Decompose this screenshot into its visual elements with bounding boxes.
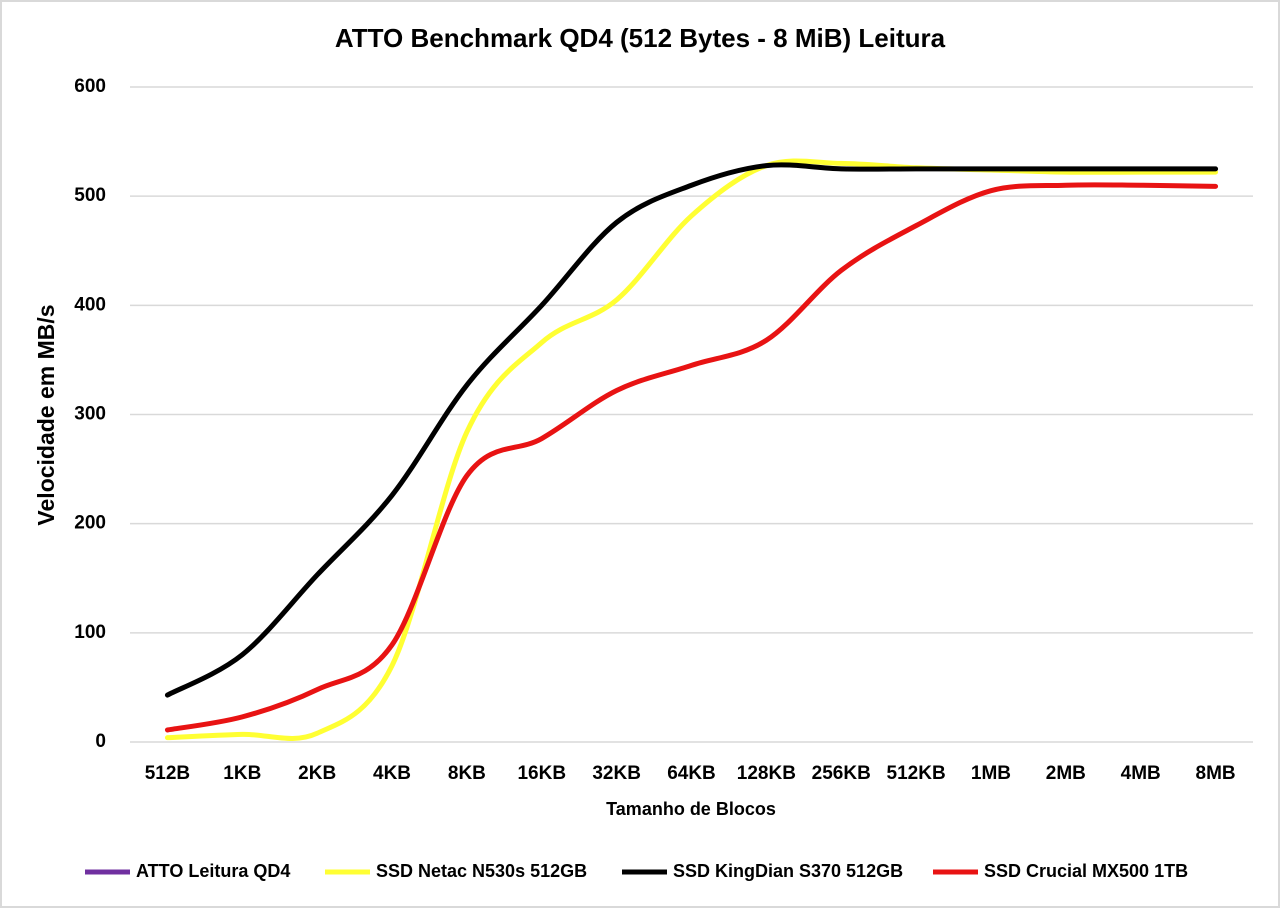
x-tick-label: 256KB (812, 763, 871, 784)
y-tick-label: 600 (74, 76, 106, 97)
y-tick-label: 0 (95, 731, 106, 752)
series-line (164, 182, 1219, 733)
x-tick-label: 4KB (373, 763, 411, 784)
x-tick-label: 64KB (667, 763, 716, 784)
legend-label: SSD KingDian S370 512GB (673, 861, 903, 881)
x-tick-label: 512KB (887, 763, 946, 784)
x-tick-label: 8KB (448, 763, 486, 784)
x-tick-label: 128KB (737, 763, 796, 784)
x-tick-label: 1MB (971, 763, 1011, 784)
y-tick-label: 100 (74, 622, 106, 643)
x-tick-label: 2MB (1046, 763, 1086, 784)
y-tick-label: 500 (74, 185, 106, 206)
y-tick-label: 400 (74, 294, 106, 315)
x-tick-label: 8MB (1196, 763, 1236, 784)
x-tick-label: 4MB (1121, 763, 1161, 784)
legend-label: SSD Crucial MX500 1TB (984, 861, 1188, 881)
x-tick-label: 2KB (298, 763, 336, 784)
y-tick-label: 300 (74, 404, 106, 425)
x-tick-label: 512B (145, 763, 190, 784)
y-tick-label: 200 (74, 513, 106, 534)
series-line (164, 162, 1219, 698)
chart-title: ATTO Benchmark QD4 (512 Bytes - 8 MiB) L… (335, 23, 946, 53)
x-axis-title: Tamanho de Blocos (606, 799, 776, 819)
x-tick-label: 32KB (592, 763, 641, 784)
x-tick-label: 16KB (517, 763, 566, 784)
legend-label: ATTO Leitura QD4 (136, 861, 290, 881)
y-axis-title: Velocidade em MB/s (33, 304, 59, 525)
legend-label: SSD Netac N530s 512GB (376, 861, 587, 881)
x-tick-label: 1KB (223, 763, 261, 784)
